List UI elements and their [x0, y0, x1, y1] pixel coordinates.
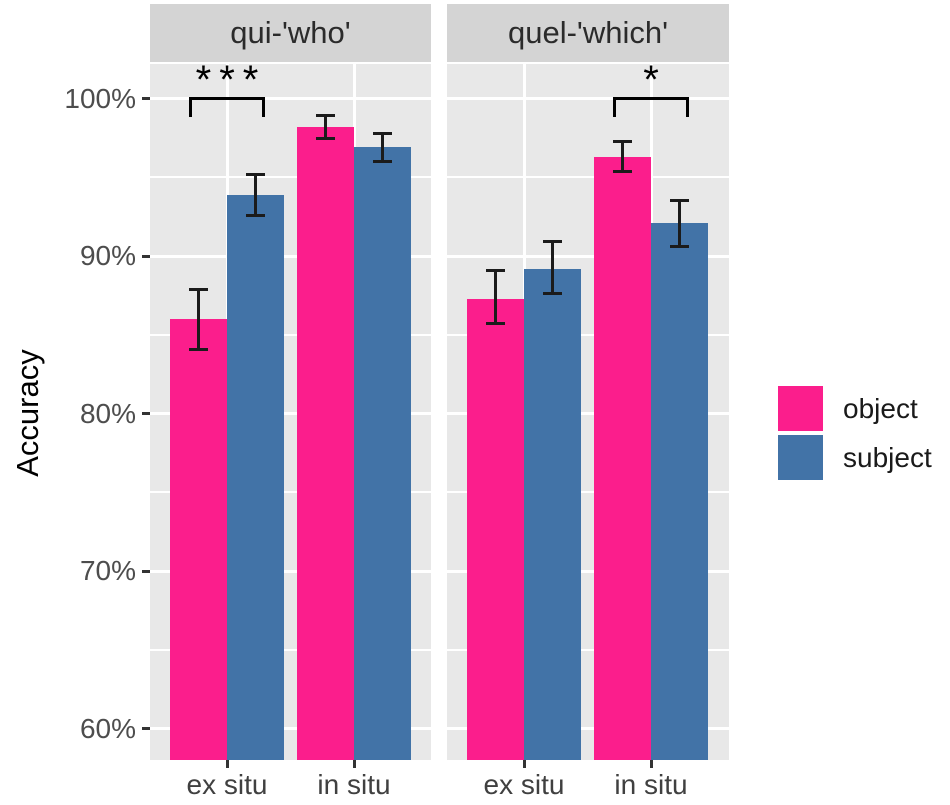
error-bar-cap-bottom	[246, 213, 265, 217]
bar-object	[170, 319, 227, 760]
major-gridline	[447, 97, 729, 101]
y-tick-mark	[142, 254, 150, 258]
x-tick-mark	[522, 760, 526, 768]
error-bar-cap-top	[246, 172, 265, 176]
sig-bracket-horizontal	[189, 97, 265, 101]
y-tick-label: 70%	[79, 555, 136, 587]
y-tick-label: 100%	[64, 82, 136, 114]
minor-gridline	[150, 176, 431, 179]
error-bar-cap-top	[373, 131, 392, 135]
major-gridline	[150, 569, 431, 573]
major-gridline	[150, 727, 431, 730]
sig-bracket-left	[189, 97, 192, 118]
x-tick-label: in situ	[317, 769, 391, 800]
bar-subject	[227, 194, 284, 760]
y-tick-label: 60%	[79, 712, 136, 744]
error-bar-line	[254, 172, 257, 217]
legend-label-object: object	[843, 392, 918, 424]
facet-strip-label: qui-'who'	[230, 15, 351, 50]
sig-label: *	[643, 58, 667, 103]
minor-gridline	[150, 648, 431, 651]
error-bar-cap-bottom	[486, 322, 505, 326]
bar-subject	[354, 147, 411, 760]
sig-label: ***	[195, 58, 267, 103]
error-bar-line	[621, 139, 624, 173]
facet-strip-quel-which: quel-'which'	[447, 4, 729, 62]
legend-swatch-object	[778, 386, 823, 431]
error-bar-cap-bottom	[613, 169, 632, 173]
x-tick-label: ex situ	[186, 769, 268, 800]
error-bar-cap-top	[613, 139, 632, 143]
minor-gridline	[447, 176, 729, 179]
sig-bracket-right	[262, 97, 265, 118]
major-gridline	[447, 412, 729, 416]
minor-gridline	[447, 333, 729, 336]
bar-object	[594, 156, 651, 760]
x-tick-mark	[225, 760, 229, 768]
sig-bracket-left	[613, 97, 616, 118]
y-tick-mark	[142, 569, 150, 573]
legend-item-object: object	[778, 386, 932, 431]
facet-strip-label: quel-'which'	[507, 15, 669, 50]
error-bar-cap-top	[670, 199, 689, 203]
legend-item-subject: subject	[778, 435, 932, 480]
x-tick-label: in situ	[614, 769, 688, 800]
major-gridline	[150, 254, 431, 258]
minor-gridline	[150, 491, 431, 494]
major-gridline	[150, 97, 431, 101]
x-tick-mark	[649, 760, 653, 768]
error-bar-line	[324, 114, 327, 140]
bar-subject	[651, 223, 708, 760]
error-bar-line	[678, 199, 681, 249]
legend-label-subject: subject	[843, 441, 932, 473]
error-bar-cap-top	[486, 268, 505, 272]
error-bar-cap-bottom	[316, 136, 335, 140]
error-bar-line	[197, 287, 200, 351]
error-bar-line	[551, 240, 554, 296]
legend-swatch-subject	[778, 435, 823, 480]
major-gridline	[447, 569, 729, 573]
facet-strip-qui-who: qui-'who'	[150, 4, 431, 62]
y-tick-label: 90%	[79, 240, 136, 272]
panel-qui: ***	[150, 58, 431, 760]
y-tick-mark	[142, 412, 150, 416]
bar-object	[467, 298, 524, 760]
y-tick-mark	[142, 727, 150, 730]
major-gridline	[447, 254, 729, 258]
error-bar-cap-top	[543, 240, 562, 244]
y-tick-mark	[142, 97, 150, 101]
error-bar-cap-bottom	[543, 292, 562, 296]
sig-bracket-right	[686, 97, 689, 118]
bar-object	[297, 127, 354, 760]
error-bar-cap-bottom	[373, 160, 392, 164]
x-tick-mark	[352, 760, 356, 768]
error-bar-cap-bottom	[670, 245, 689, 249]
minor-gridline	[447, 648, 729, 651]
error-bar-cap-top	[189, 287, 208, 291]
bar-subject	[524, 268, 581, 760]
legend: object subject	[778, 386, 932, 484]
y-tick-label: 80%	[79, 397, 136, 429]
error-bar-line	[494, 268, 497, 326]
error-bar-line	[381, 131, 384, 164]
error-bar-cap-top	[316, 114, 335, 118]
major-gridline	[447, 727, 729, 730]
panel-quel: *	[447, 58, 729, 760]
x-tick-label: ex situ	[483, 769, 565, 800]
minor-gridline	[447, 491, 729, 494]
major-gridline	[150, 412, 431, 416]
error-bar-cap-bottom	[189, 347, 208, 351]
minor-gridline	[150, 333, 431, 336]
sig-bracket-horizontal	[613, 97, 689, 101]
